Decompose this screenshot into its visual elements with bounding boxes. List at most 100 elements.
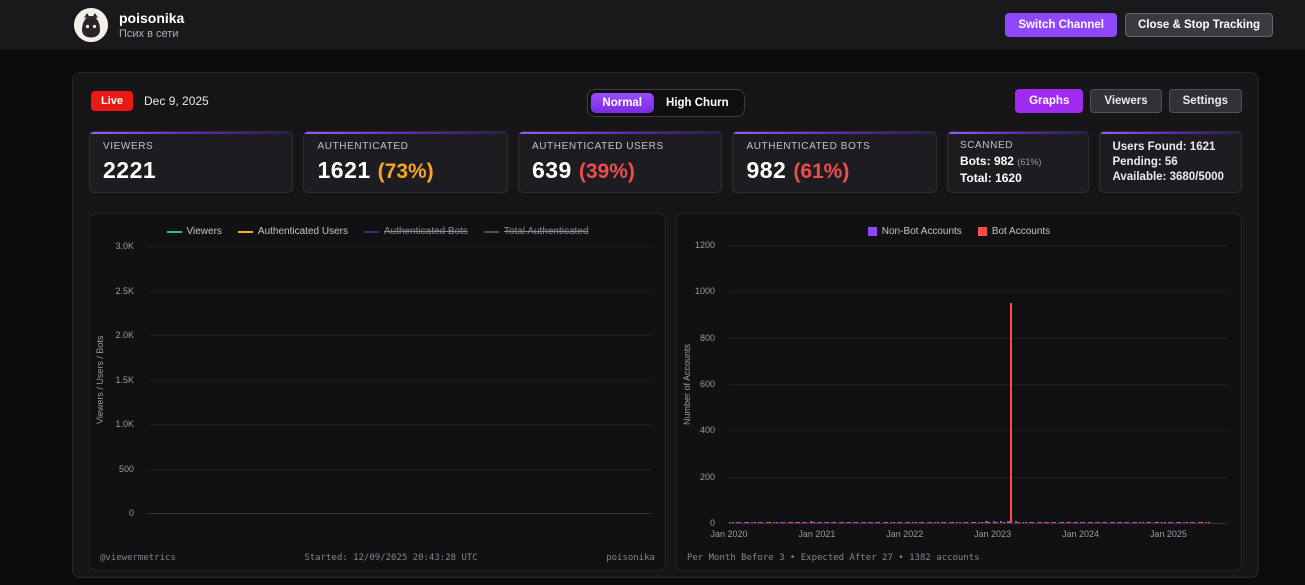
bot-accounts-bar bbox=[921, 522, 925, 523]
mode-normal-button[interactable]: Normal bbox=[590, 93, 655, 113]
non-bot-accounts-bar bbox=[787, 522, 790, 523]
scanned-bots-pct: (61%) bbox=[1017, 157, 1042, 167]
channel-status: Псих в сети bbox=[119, 28, 179, 40]
bot-accounts-bar bbox=[936, 522, 940, 523]
bot-accounts-bar bbox=[1112, 522, 1115, 523]
viewers-chart-panel: Viewers Authenticated Users Authenticated … bbox=[89, 213, 666, 571]
legend-label: Viewers bbox=[186, 226, 222, 237]
close-stop-tracking-button[interactable]: Close & Stop Tracking bbox=[1124, 13, 1273, 37]
stat-label: SCANNED bbox=[959, 140, 1014, 151]
viewers-chart-footer: @viewermetrics Started: 12/09/2025 20:43… bbox=[100, 553, 655, 563]
non-bot-accounts-bar bbox=[1139, 522, 1142, 523]
auth-users-pct: (39%) bbox=[578, 160, 635, 183]
scanned-total-line: Total: 1620 bbox=[960, 171, 1077, 185]
switch-channel-button[interactable]: Switch Channel bbox=[1005, 13, 1117, 37]
accounts-chart-panel: Non-Bot Accounts Bot Accounts Number of A… bbox=[675, 213, 1242, 571]
non-bot-accounts-bar bbox=[1183, 522, 1186, 523]
bot-accounts-bar bbox=[1046, 522, 1049, 523]
bot-accounts-bar bbox=[856, 522, 859, 523]
non-bot-accounts-bar bbox=[882, 522, 886, 523]
bot-accounts-bar bbox=[973, 522, 976, 523]
non-bot-accounts-bar bbox=[963, 522, 966, 523]
non-bot-accounts-bar bbox=[1080, 522, 1083, 523]
stat-label: AUTHENTICATED USERS bbox=[531, 141, 664, 152]
bot-accounts-bar bbox=[943, 522, 947, 523]
scanned-total-value: 1620 bbox=[995, 171, 1022, 185]
bot-accounts-bar bbox=[841, 522, 844, 523]
bot-accounts-bar bbox=[1031, 522, 1035, 523]
y-tick-label: 200 bbox=[699, 471, 715, 482]
legend-swatch bbox=[867, 227, 877, 236]
gridline bbox=[728, 245, 1227, 246]
tab-graphs[interactable]: Graphs bbox=[1015, 89, 1084, 113]
bot-accounts-bar bbox=[900, 522, 903, 523]
bot-accounts-bar bbox=[995, 521, 998, 523]
non-bot-accounts-bar bbox=[868, 522, 871, 523]
bot-accounts-bar bbox=[980, 522, 983, 523]
footer-channel: poisonika bbox=[606, 553, 655, 563]
pending-line: Pending: 56 bbox=[1112, 156, 1178, 168]
legend-swatch bbox=[237, 230, 253, 233]
non-bot-accounts-bar bbox=[912, 522, 915, 523]
bot-accounts-bar bbox=[907, 522, 910, 523]
legend-item-non-bot-accounts[interactable]: Non-Bot Accounts bbox=[867, 226, 962, 237]
bot-accounts-bar bbox=[790, 522, 793, 523]
non-bot-accounts-bar bbox=[977, 521, 981, 523]
legend-item-total-authenticated[interactable]: Total Authenticated bbox=[483, 226, 589, 237]
y-tick-label: 2.0K bbox=[115, 330, 134, 340]
stat-card-authenticated: AUTHENTICATED 1621 (73%) bbox=[303, 131, 508, 193]
legend-item-viewers[interactable]: Viewers bbox=[166, 226, 222, 237]
date-label: Dec 9, 2025 bbox=[144, 94, 209, 108]
y-tick-label: 0 bbox=[709, 518, 715, 528]
bot-accounts-bar bbox=[1061, 522, 1064, 523]
viewers-value: 2221 bbox=[103, 157, 157, 183]
non-bot-accounts-bar bbox=[919, 521, 922, 523]
gridline bbox=[148, 513, 651, 514]
non-bot-accounts-bar bbox=[794, 522, 798, 523]
bot-accounts-bar bbox=[782, 522, 786, 523]
legend-label: Authenticated Bots bbox=[383, 226, 468, 237]
stat-card-scanned: SCANNED Bots: 982 (61%) Total: 1620 bbox=[946, 131, 1090, 193]
bot-accounts-bar bbox=[863, 522, 866, 523]
viewers-plot bbox=[148, 246, 651, 514]
top-bar: poisonika Псих в сети Switch Channel Clo… bbox=[0, 0, 1305, 50]
non-bot-accounts-bar bbox=[875, 521, 878, 523]
y-tick-label: 1.5K bbox=[115, 374, 134, 385]
non-bot-accounts-bar bbox=[1051, 522, 1054, 523]
non-bot-accounts-bar bbox=[1036, 522, 1039, 523]
legend-item-authenticated-bots[interactable]: Authenticated Bots bbox=[363, 226, 468, 237]
users-found-line: Users Found: 1621 bbox=[1112, 141, 1216, 153]
bot-accounts-bar bbox=[914, 522, 918, 523]
legend-label: Bot Accounts bbox=[991, 226, 1051, 237]
bot-accounts-bar bbox=[1149, 522, 1152, 523]
tab-viewers[interactable]: Viewers bbox=[1090, 89, 1162, 113]
available-line: Available: 3680/5000 bbox=[1112, 171, 1224, 183]
bot-accounts-bar bbox=[760, 522, 764, 523]
bot-accounts-bar bbox=[1068, 522, 1071, 523]
tab-settings[interactable]: Settings bbox=[1168, 89, 1242, 113]
bot-accounts-bar bbox=[1200, 522, 1203, 523]
non-bot-accounts-bar bbox=[890, 522, 893, 523]
mode-high-churn-button[interactable]: High Churn bbox=[654, 93, 741, 113]
non-bot-accounts-bar bbox=[897, 521, 900, 523]
bot-accounts-bar bbox=[1178, 522, 1181, 523]
stats-row: VIEWERS 2221 AUTHENTICATED 1621 (73%) AU… bbox=[89, 131, 1243, 193]
non-bot-accounts-bar bbox=[1168, 521, 1171, 523]
authenticated-pct: (73%) bbox=[377, 160, 434, 183]
y-tick-label: 1000 bbox=[694, 286, 715, 297]
viewers-chart-yticks: 3.0K 2.5K 2.0K 1.5K 1.0K 500 0 bbox=[90, 241, 142, 518]
non-bot-accounts-bar bbox=[1124, 522, 1127, 523]
legend-item-bot-accounts[interactable]: Bot Accounts bbox=[977, 226, 1051, 237]
x-tick-label: Jan 2021 bbox=[798, 529, 836, 539]
non-bot-accounts-bar bbox=[955, 522, 959, 523]
non-bot-accounts-bar bbox=[1161, 522, 1164, 523]
view-tabs: Graphs Viewers Settings bbox=[1015, 89, 1242, 113]
bot-accounts-bar bbox=[826, 522, 830, 523]
legend-swatch bbox=[363, 230, 379, 233]
accounts-chart-yticks: 1200 1000 800 600 400 200 0 bbox=[677, 240, 723, 528]
bot-accounts-bar bbox=[1156, 522, 1159, 523]
non-bot-accounts-bar bbox=[780, 522, 783, 523]
legend-item-authenticated-users[interactable]: Authenticated Users bbox=[237, 226, 348, 237]
legend-label: Total Authenticated bbox=[503, 226, 589, 237]
stat-card-authenticated-bots: AUTHENTICATED BOTS 982 (61%) bbox=[732, 131, 937, 193]
